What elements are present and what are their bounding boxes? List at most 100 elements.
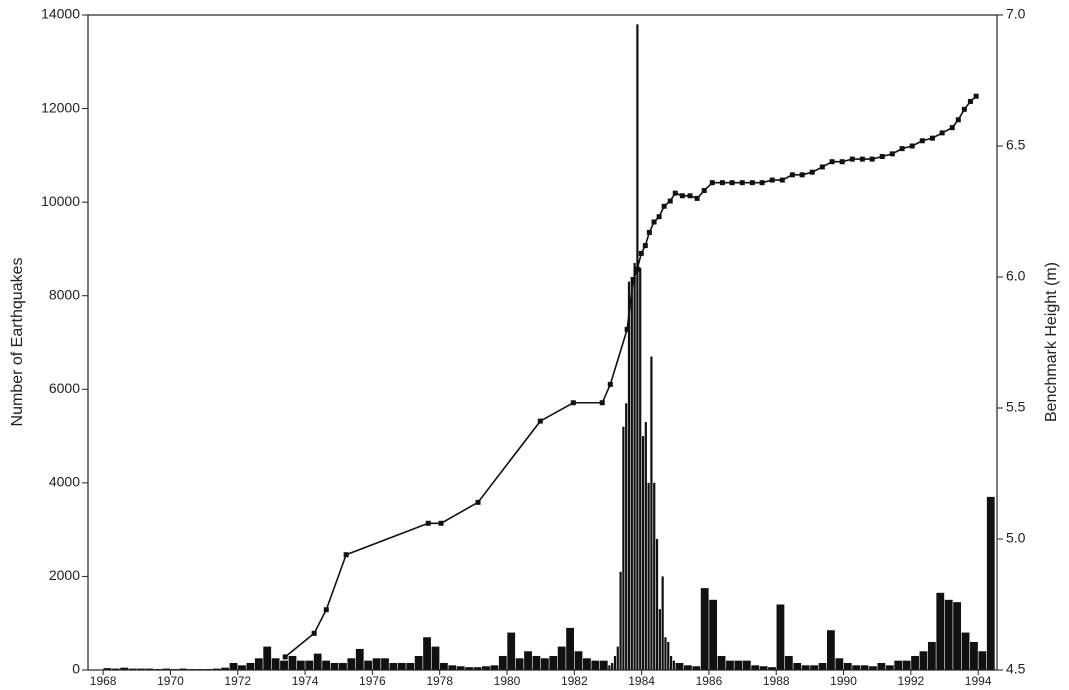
bar	[801, 665, 810, 670]
bar	[574, 651, 583, 670]
bar	[103, 668, 112, 670]
bar	[591, 660, 600, 670]
x-tick-label: 1990	[830, 674, 857, 688]
bar	[953, 602, 962, 670]
bar	[330, 662, 339, 670]
bar	[339, 662, 347, 670]
line-marker	[667, 198, 673, 204]
bar	[894, 660, 903, 670]
line-marker	[679, 193, 685, 199]
bar	[611, 662, 614, 670]
bar	[734, 660, 743, 670]
line-marker	[889, 151, 895, 157]
x-tick-label: 1972	[224, 674, 251, 688]
bar	[709, 599, 718, 670]
bar	[672, 660, 675, 670]
bar	[827, 630, 835, 670]
bar	[919, 651, 928, 670]
bar	[776, 604, 785, 670]
bar	[296, 660, 305, 670]
bar	[860, 665, 869, 670]
bar	[636, 24, 639, 671]
bar	[439, 662, 448, 670]
line-marker	[282, 654, 288, 660]
bar	[532, 655, 541, 670]
bar	[630, 277, 633, 670]
line-marker	[899, 146, 905, 152]
bar	[692, 666, 701, 670]
bar	[137, 668, 145, 670]
line-marker	[919, 138, 925, 144]
line-marker	[799, 172, 805, 178]
bar	[653, 482, 656, 670]
bar	[599, 660, 608, 670]
line-marker	[949, 125, 955, 131]
line-marker	[661, 203, 667, 209]
bar	[465, 667, 474, 670]
benchmark-line	[284, 95, 977, 658]
bar	[524, 651, 532, 670]
bar	[911, 655, 919, 670]
bar	[347, 658, 356, 670]
line-marker	[769, 177, 775, 183]
bar	[986, 496, 995, 670]
bar	[120, 667, 129, 670]
bar	[639, 267, 642, 670]
line-marker	[749, 180, 755, 186]
bar	[810, 665, 818, 670]
bar	[372, 658, 381, 670]
bar	[625, 403, 628, 670]
x-tick-label: 1986	[696, 674, 723, 688]
x-tick-label: 1992	[897, 674, 924, 688]
bar	[238, 665, 246, 670]
y-tick-label: 2000	[49, 567, 80, 583]
bar	[583, 658, 591, 670]
bar	[482, 666, 490, 670]
x-tick-label: 1970	[157, 674, 184, 688]
bar	[961, 632, 970, 670]
bar	[742, 660, 751, 670]
x-tick-label: 1968	[90, 674, 117, 688]
bar	[397, 662, 406, 670]
line-marker	[929, 135, 935, 141]
x-tick-label: 1974	[292, 674, 319, 688]
line-marker	[869, 156, 875, 162]
bar	[869, 666, 877, 670]
line-marker	[779, 177, 785, 183]
bar	[490, 665, 499, 670]
line-marker	[739, 180, 745, 186]
line-marker	[343, 552, 349, 558]
line-marker	[323, 607, 329, 613]
bar	[355, 648, 364, 670]
y-tick-label: 12000	[41, 99, 80, 115]
line-marker	[759, 180, 765, 186]
line-marker	[630, 277, 636, 283]
bar	[970, 641, 978, 670]
bar	[835, 658, 844, 670]
bar	[212, 668, 221, 670]
bar	[751, 665, 760, 670]
line-marker	[425, 520, 431, 526]
bar	[885, 665, 894, 670]
line-marker	[672, 190, 678, 196]
bar	[759, 666, 768, 670]
bar	[613, 655, 617, 670]
bar	[221, 667, 230, 670]
bar	[936, 592, 945, 670]
bar	[288, 655, 297, 670]
bar	[540, 658, 549, 670]
line-marker	[638, 250, 644, 256]
line-marker	[961, 106, 967, 112]
bar	[549, 655, 558, 670]
line-marker	[967, 98, 973, 104]
bar	[793, 662, 802, 670]
bar	[414, 655, 423, 670]
bar	[557, 646, 566, 670]
bar	[683, 665, 692, 670]
line-marker	[537, 418, 543, 424]
bar	[655, 539, 659, 670]
bar	[515, 658, 524, 670]
line-marker	[819, 164, 825, 170]
bar	[381, 658, 389, 670]
bar	[313, 653, 322, 670]
